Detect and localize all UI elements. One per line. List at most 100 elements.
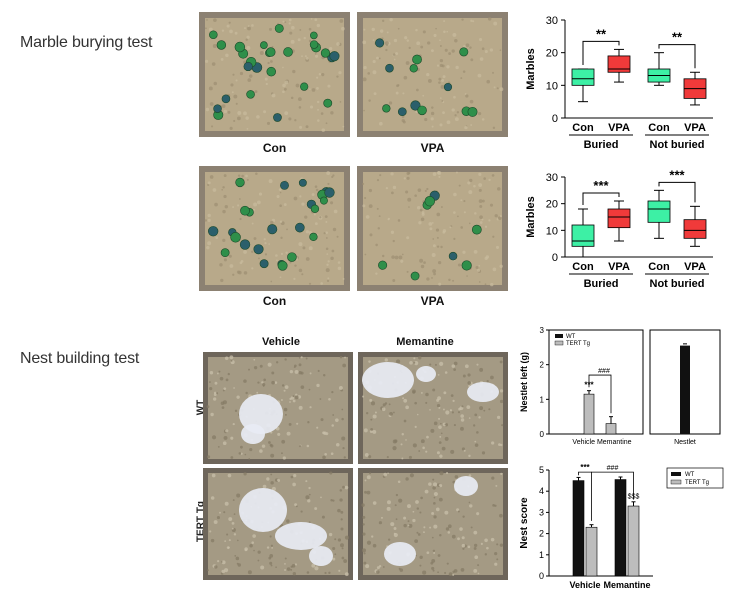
bedding-texture [470,58,474,62]
bedding-texture [432,569,435,572]
bedding-texture [425,392,429,397]
bedding-texture [433,515,437,519]
bedding-texture [268,556,272,560]
bedding-texture [377,227,381,230]
bedding-texture [468,417,471,419]
legend-swatch [670,479,682,485]
bedding-texture [371,27,375,32]
bedding-texture [423,531,425,534]
bedding-texture [233,94,238,99]
bedding-texture [270,220,274,225]
bedding-texture [493,86,496,89]
bedding-texture [222,441,227,446]
bedding-texture [431,277,433,279]
bedding-texture [232,273,235,276]
bedding-texture [439,534,442,537]
bedding-texture [311,88,316,92]
marble [443,82,453,92]
bedding-texture [269,535,272,538]
bedding-texture [206,245,210,250]
bedding-texture [431,221,434,224]
bar [583,393,595,435]
bedding-texture [419,511,422,514]
bedding-texture [234,409,238,413]
bedding-texture [305,357,308,360]
bedding-texture [330,498,333,502]
bedding-texture [305,230,310,234]
bedding-texture [429,227,433,231]
bedding-texture [438,425,442,430]
legend-label: TERT Tg [685,480,709,486]
bedding-texture [432,244,436,248]
bedding-texture [304,55,307,58]
bedding-texture [327,260,330,263]
bedding-texture [308,388,311,391]
bedding-texture [395,493,399,497]
bedding-texture [245,391,248,395]
bedding-texture [394,255,399,260]
bedding-texture [474,443,479,447]
bedding-texture [381,37,384,40]
bedding-texture [207,241,212,246]
bedding-texture [279,276,282,279]
bedding-texture [229,126,233,130]
bedding-texture [427,41,431,45]
bedding-texture [262,383,266,387]
bedding-texture [437,171,442,176]
bedding-texture [478,183,483,188]
bedding-texture [409,361,413,365]
bedding-texture [376,179,380,182]
bedding-texture [325,247,329,250]
bedding-texture [445,410,450,415]
bedding-texture [230,436,234,440]
bedding-texture [298,405,303,410]
bedding-texture [245,116,249,120]
bedding-texture [286,567,291,571]
bedding-texture [305,495,310,500]
bedding-texture [210,538,215,543]
category-label: Memantine [603,580,650,590]
bedding-texture [460,414,464,418]
bedding-texture [318,73,322,76]
y-tick-label: 10 [546,80,558,92]
y-tick-label: 5 [539,465,544,475]
bedding-texture [212,397,217,401]
bedding-texture [420,439,425,444]
bedding-texture [484,225,488,228]
bedding-texture [231,91,234,94]
bedding-texture [395,52,399,56]
bedding-texture [385,48,388,52]
bedding-texture [331,175,334,179]
bedding-texture [229,264,234,268]
bedding-texture [326,253,329,255]
marble [323,98,333,108]
bedding-texture [470,124,473,127]
bedding-texture [305,480,308,483]
bedding-texture [207,213,211,218]
marble [277,260,288,271]
bedding-texture [430,561,434,565]
bedding-texture [270,481,274,485]
bedding-texture [276,194,280,199]
bedding-texture [236,493,241,498]
bedding-texture [344,572,349,577]
bedding-texture [468,474,472,477]
bedding-texture [406,39,410,42]
bedding-texture [260,565,265,570]
nestlet [275,522,327,550]
bedding-texture [499,87,504,92]
bedding-texture [454,114,457,117]
bedding-texture [372,429,377,434]
bedding-texture [408,523,413,528]
bedding-texture [439,471,444,476]
bedding-texture [488,219,491,222]
bedding-texture [478,37,483,42]
bedding-texture [298,106,302,109]
bedding-texture [265,82,268,86]
box [683,219,707,239]
bedding-texture [419,555,423,559]
marble [283,47,293,57]
bedding-texture [322,373,326,377]
bedding-texture [205,107,210,112]
bar [605,423,617,435]
